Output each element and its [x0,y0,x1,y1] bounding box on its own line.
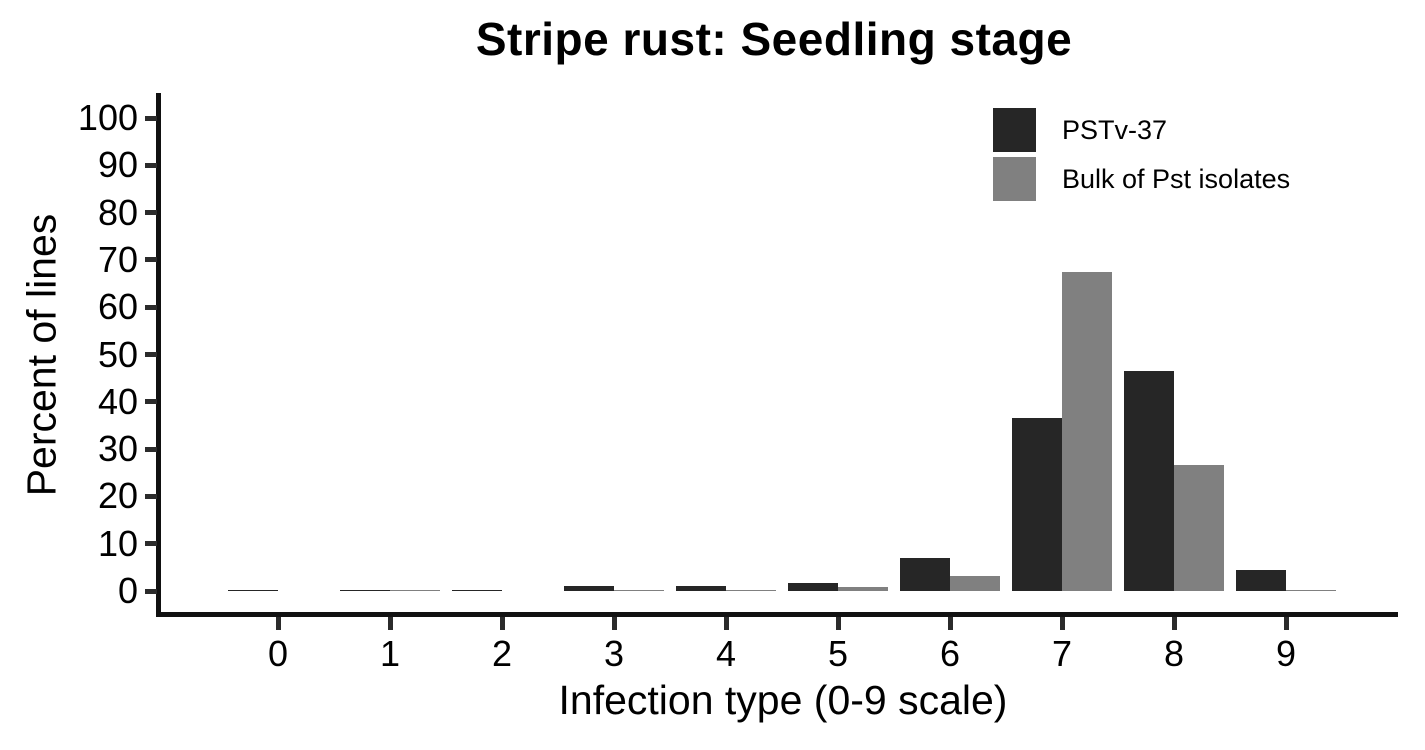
legend-label: Bulk of Pst isolates [1062,163,1291,194]
legend-entry: Bulk of Pst isolates [993,157,1290,201]
y-tick-label: 100 [77,97,138,138]
y-tick-label: 40 [97,380,138,422]
x-tick [1059,617,1065,630]
bar-bulk-of-pst-isolates-cat5 [838,586,888,591]
bar-bulk-of-pst-isolates-cat9 [1286,590,1336,591]
y-tick-label: 80 [97,191,138,233]
chart-title: Stripe rust: Seedling stage [475,13,1073,65]
y-tick-label: 0 [117,570,138,611]
y-tick-label: 10 [97,522,138,564]
legend-swatch-icon [993,157,1036,201]
x-tick-label: 9 [1275,633,1297,674]
y-tick [145,162,157,168]
x-tick [1171,617,1177,630]
x-tick-label: 6 [939,633,961,674]
y-tick [145,541,157,547]
y-tick [145,493,157,499]
bar-bulk-of-pst-isolates-cat6 [950,576,1000,591]
bar-pstv-37-cat6 [900,558,950,591]
bar-pstv-37-cat8 [1124,371,1174,591]
bar-pstv-37-cat4 [676,585,726,591]
x-tick-label: 3 [603,633,625,674]
x-tick [947,617,953,630]
bar-pstv-37-cat2 [452,589,502,591]
y-tick-label: 20 [97,475,138,517]
x-tick [611,617,617,630]
x-tick-label: 0 [267,633,289,674]
bar-bulk-of-pst-isolates-cat3 [614,590,664,591]
legend: PSTv-37 Bulk of Pst isolates [993,108,1290,201]
bar-bulk-of-pst-isolates-cat1 [390,590,440,591]
x-tick-label: 7 [1051,633,1073,674]
y-tick [145,115,157,121]
x-axis-line [156,612,1398,617]
legend-swatch-icon [993,108,1036,152]
legend-label: PSTv-37 [1062,114,1168,145]
x-tick [387,617,393,630]
x-tick [723,617,729,630]
bar-pstv-37-cat7 [1012,417,1062,591]
x-tick-label: 8 [1163,633,1185,674]
y-tick [145,257,157,263]
y-tick-label: 50 [97,333,138,375]
x-tick [499,617,505,630]
bar-pstv-37-cat5 [788,583,838,591]
y-tick [145,446,157,452]
x-tick-label: 2 [491,633,513,674]
y-tick [145,588,157,594]
y-tick [145,210,157,216]
bar-pstv-37-cat0 [228,590,278,591]
x-tick [275,617,281,630]
y-tick-label: 60 [97,286,138,328]
bar-bulk-of-pst-isolates-cat4 [726,590,776,591]
y-tick [145,304,157,310]
x-tick [835,617,841,630]
y-tick [145,352,157,357]
y-tick-label: 70 [97,238,138,280]
x-tick-label: 1 [379,633,401,674]
y-tick [145,399,157,405]
bar-bulk-of-pst-isolates-cat8 [1174,465,1224,591]
x-tick [1283,617,1289,630]
legend-entry: PSTv-37 [993,108,1290,152]
y-axis-line [156,93,161,617]
x-tick-label: 5 [827,633,849,674]
bar-bulk-of-pst-isolates-cat7 [1062,272,1112,591]
x-tick-label: 4 [715,633,737,674]
bar-pstv-37-cat9 [1236,569,1286,591]
x-axis-title: Infection type (0-9 scale) [558,677,1008,723]
bar-pstv-37-cat3 [564,585,614,591]
y-tick-label: 30 [97,428,138,470]
bar-pstv-37-cat1 [340,589,390,591]
y-tick-label: 90 [97,144,138,186]
